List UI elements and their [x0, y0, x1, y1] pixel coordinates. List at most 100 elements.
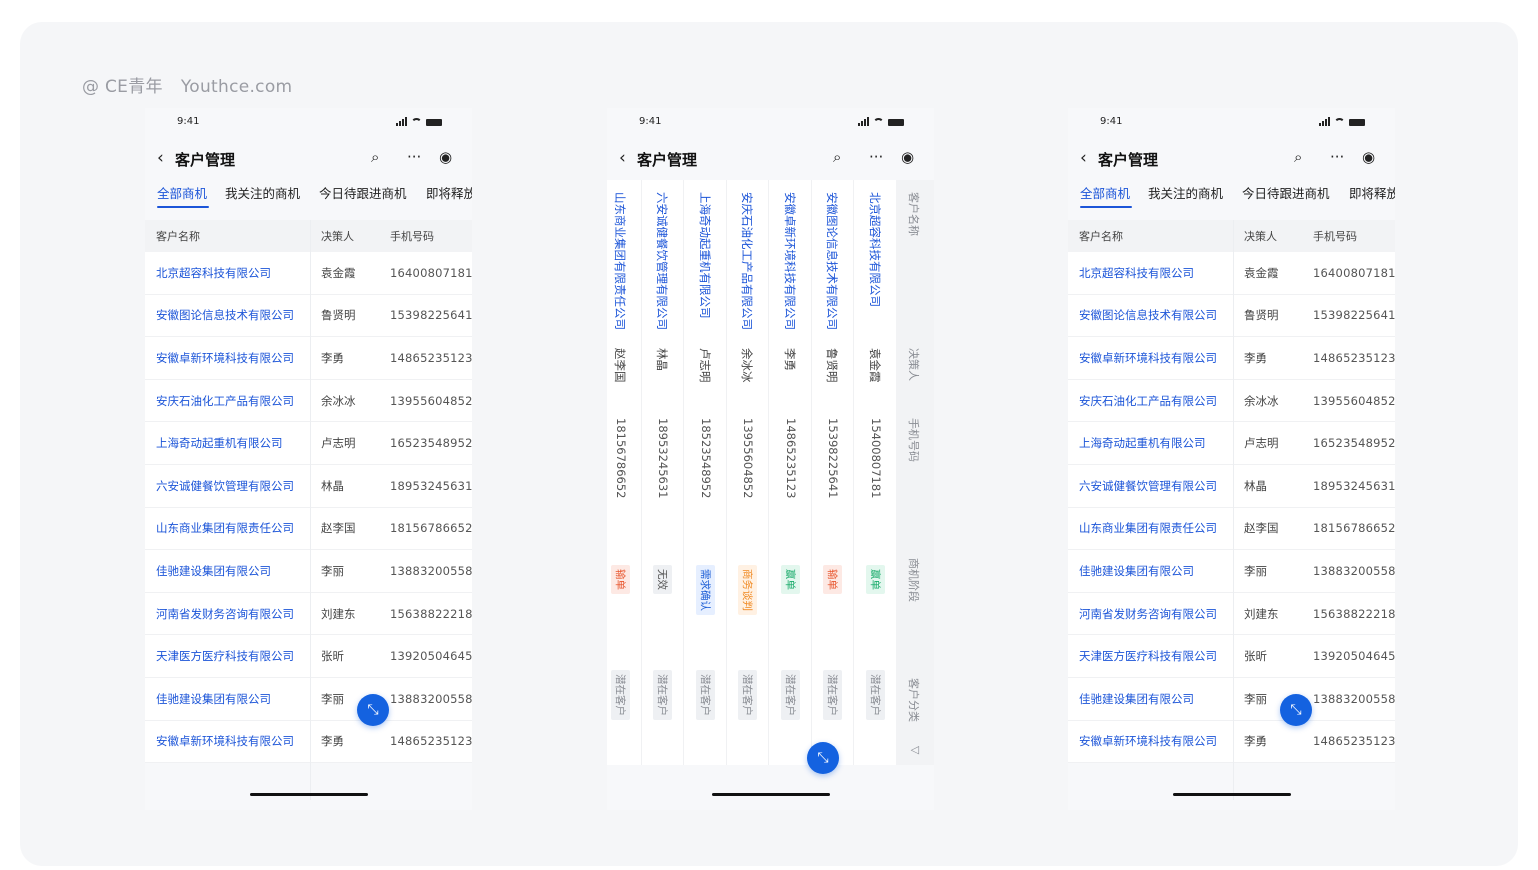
record-icon[interactable]: ◉	[1362, 148, 1376, 166]
col-header[interactable]: 商机阶段	[907, 558, 920, 602]
tab-1[interactable]: 我关注的商机	[225, 186, 301, 201]
customer-name[interactable]: 安庆石油化工产品有限公司	[156, 393, 294, 408]
table-row[interactable]: 北京超容科技有限公司 袁金霞 16400807181	[1068, 252, 1395, 295]
tab-2[interactable]: 今日待跟进商机	[1242, 186, 1330, 201]
table-row[interactable]: 安庆石油化工产品有限公司 余冰冰 13955604852	[145, 379, 472, 423]
customer-name[interactable]: 佳驰建设集团有限公司	[1079, 691, 1194, 706]
record-icon[interactable]: ◉	[901, 148, 915, 166]
table-row[interactable]: 河南省发财务咨询有限公司 刘建东 15638822218	[1068, 592, 1395, 636]
table-row[interactable]: 安庆石油化工产品有限公司 余冰冰 13955604852	[1068, 379, 1395, 423]
search-icon[interactable]: ⌕	[371, 148, 380, 166]
customer-name[interactable]: 六安诚健餐饮管理有限公司	[156, 478, 294, 493]
customer-name[interactable]: 佳驰建设集团有限公司	[156, 563, 271, 578]
filter-icon[interactable]: ▽	[909, 746, 922, 755]
tab-1[interactable]: 我关注的商机	[1148, 186, 1224, 201]
col-header-phone[interactable]: 手机号码	[1313, 230, 1357, 243]
col-header-phone[interactable]: 手机号码	[390, 230, 434, 243]
search-icon[interactable]: ⌕	[833, 148, 842, 166]
tab-2[interactable]: 今日待跟进商机	[319, 186, 407, 201]
customer-name[interactable]: 安徽图论信息技术有限公司	[156, 308, 294, 323]
more-icon[interactable]: ···	[869, 148, 884, 166]
record-icon[interactable]: ◉	[439, 148, 453, 166]
table-row[interactable]: 上海奇动起重机有限公司 卢志明 18523548952 需求确认 潜在客户	[683, 180, 726, 765]
customer-name[interactable]: 安徽图论信息技术有限公司	[1079, 308, 1217, 323]
table-row[interactable]: 安徽卓新环境科技有限公司 李勇 14865235123	[1068, 337, 1395, 380]
table-row[interactable]: 六安诚健餐饮管理有限公司 林晶 18953245631 无效 潜在客户	[641, 180, 684, 765]
customer-name[interactable]: 安徽卓新环境科技有限公司	[783, 192, 797, 330]
rotate-fab[interactable]: ⤡	[357, 694, 389, 726]
table-row[interactable]: 山东商业集团有限责任公司 赵李国 18156786652	[145, 507, 472, 551]
customer-name[interactable]: 北京超容科技有限公司	[1079, 265, 1194, 280]
table-row[interactable]: 佳驰建设集团有限公司 李丽 13883200558	[145, 677, 472, 721]
customer-name[interactable]: 六安诚健餐饮管理有限公司	[1079, 478, 1217, 493]
table-row[interactable]: 安徽卓新环境科技有限公司 李勇 14865235123 赢单 潜在客户	[768, 180, 811, 765]
back-icon[interactable]: ‹	[619, 148, 626, 168]
col-header[interactable]: 手机号码	[907, 418, 920, 462]
customer-name[interactable]: 天津医方医疗科技有限公司	[156, 649, 294, 664]
customer-name[interactable]: 上海奇动起重机有限公司	[156, 436, 283, 451]
customer-name[interactable]: 佳驰建设集团有限公司	[156, 691, 271, 706]
more-icon[interactable]: ···	[407, 148, 422, 166]
customer-name[interactable]: 安徽卓新环境科技有限公司	[156, 350, 294, 365]
more-icon[interactable]: ···	[1330, 148, 1345, 166]
table-row[interactable]: 天津医方医疗科技有限公司 张昕 13920504645	[145, 635, 472, 678]
table-row[interactable]: 北京超容科技有限公司 袁金霞 16400807181	[145, 252, 472, 295]
table-row[interactable]: 北京超容科技有限公司 袁金霞 15400807181 赢单 潜在客户	[853, 180, 896, 765]
table-row[interactable]: 安徽卓新环境科技有限公司 李勇 14865235123	[145, 720, 472, 764]
customer-name[interactable]: 上海奇动起重机有限公司	[1079, 436, 1206, 451]
table-row[interactable]: 安徽卓新环境科技有限公司 李勇 14865235123	[145, 337, 472, 380]
tab-3[interactable]: 即将释放	[426, 186, 472, 201]
table-row[interactable]: 佳驰建设集团有限公司 李丽 13883200558	[145, 550, 472, 593]
customer-name[interactable]: 六安诚健餐饮管理有限公司	[655, 192, 670, 330]
table-row[interactable]: 六安诚健餐饮管理有限公司 林晶 18953245631	[1068, 464, 1395, 508]
rotate-fab[interactable]: ⤡	[807, 742, 839, 774]
col-header[interactable]: 客户名称	[907, 192, 920, 236]
col-header-name[interactable]: 客户名称	[156, 230, 200, 243]
col-header-contact[interactable]: 决策人	[321, 230, 354, 243]
search-icon[interactable]: ⌕	[1294, 148, 1303, 166]
customer-name[interactable]: 安徽卓新环境科技有限公司	[156, 734, 294, 749]
customer-name[interactable]: 上海奇动起重机有限公司	[698, 192, 712, 319]
col-header-contact[interactable]: 决策人	[1244, 230, 1277, 243]
table-row[interactable]: 六安诚健餐饮管理有限公司 林晶 18953245631	[145, 464, 472, 508]
contact-name: 袁金霞	[868, 348, 882, 383]
col-header-name[interactable]: 客户名称	[1079, 230, 1123, 243]
customer-name[interactable]: 安徽卓新环境科技有限公司	[1079, 734, 1217, 749]
customer-name[interactable]: 山东商业集团有限责任公司	[156, 521, 294, 536]
customer-name[interactable]: 河南省发财务咨询有限公司	[156, 606, 294, 621]
customer-name[interactable]: 山东商业集团有限责任公司	[1079, 521, 1217, 536]
col-header[interactable]: 客户分类	[907, 678, 920, 722]
customer-name[interactable]: 佳驰建设集团有限公司	[1079, 563, 1194, 578]
rotate-fab[interactable]: ⤡	[1280, 694, 1312, 726]
col-header[interactable]: 决策人	[907, 348, 920, 381]
customer-name[interactable]: 北京超容科技有限公司	[156, 265, 271, 280]
back-icon[interactable]: ‹	[1080, 148, 1087, 168]
table-row[interactable]: 安徽卓新环境科技有限公司 李勇 14865235123	[1068, 720, 1395, 764]
customer-name[interactable]: 安庆石油化工产品有限公司	[1079, 393, 1217, 408]
table-row[interactable]: 河南省发财务咨询有限公司 刘建东 15638822218	[145, 592, 472, 636]
table-row[interactable]: 佳驰建设集团有限公司 李丽 13883200558	[1068, 550, 1395, 593]
table-row[interactable]: 安庆石油化工产品有限公司 余冰冰 13955604852 商务谈判 潜在客户	[726, 180, 769, 765]
category-tag: 潜在客户	[823, 670, 843, 720]
customer-name[interactable]: 安庆石油化工产品有限公司	[740, 192, 755, 330]
table-row[interactable]: 安徽图论信息技术有限公司 鲁贤明 15398225641	[145, 294, 472, 338]
table-row[interactable]: 上海奇动起重机有限公司 卢志明 16523548952	[1068, 422, 1395, 465]
customer-name[interactable]: 天津医方医疗科技有限公司	[1079, 649, 1217, 664]
back-icon[interactable]: ‹	[157, 148, 164, 168]
customer-name[interactable]: 北京超容科技有限公司	[868, 192, 882, 307]
table-row[interactable]: 安徽图论信息技术有限公司 鲁贤明 15398225641	[1068, 294, 1395, 338]
table-row[interactable]: 山东商业集团有限责任公司 赵李国 18156786652 输单 潜在客户	[607, 180, 641, 765]
table-row[interactable]: 安徽图论信息技术有限公司 鲁贤明 15398225641 输单 潜在客户	[811, 180, 854, 765]
tab-0[interactable]: 全部商机	[1080, 186, 1131, 201]
table-row[interactable]: 上海奇动起重机有限公司 卢志明 16523548952	[145, 422, 472, 465]
customer-name[interactable]: 安徽图论信息技术有限公司	[825, 192, 840, 330]
table-row[interactable]: 山东商业集团有限责任公司 赵李国 18156786652	[1068, 507, 1395, 551]
table-row[interactable]: 天津医方医疗科技有限公司 张昕 13920504645	[1068, 635, 1395, 678]
phone-number: 14865235123	[1313, 734, 1395, 749]
customer-name[interactable]: 安徽卓新环境科技有限公司	[1079, 350, 1217, 365]
customer-name[interactable]: 河南省发财务咨询有限公司	[1079, 606, 1217, 621]
table-row[interactable]: 佳驰建设集团有限公司 李丽 13883200558	[1068, 677, 1395, 721]
tab-3[interactable]: 即将释放	[1349, 186, 1395, 201]
tab-0[interactable]: 全部商机	[157, 186, 208, 201]
customer-name[interactable]: 山东商业集团有限责任公司	[613, 192, 627, 330]
